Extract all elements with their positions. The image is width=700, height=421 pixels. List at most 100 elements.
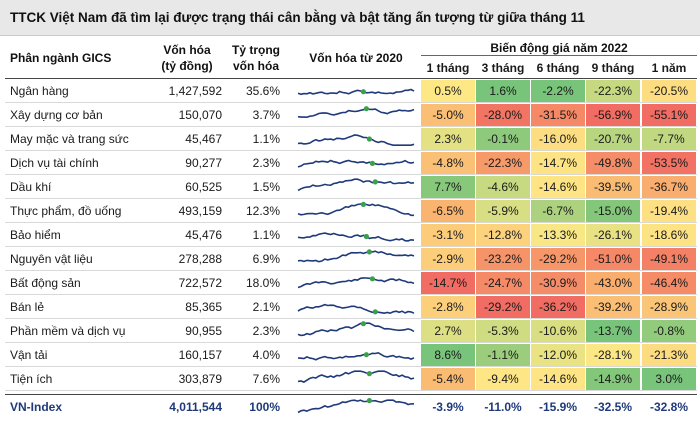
total-change: -32.5%	[593, 400, 633, 414]
price-change-cell: -24.7%	[476, 272, 530, 294]
price-change-cell: -22.3%	[586, 80, 640, 102]
price-change-cell: -14.6%	[531, 368, 585, 390]
sector-name: Thực phẩm, đồ uống	[10, 204, 122, 218]
price-change-cell: -14.6%	[531, 176, 585, 198]
sparkline-peak-marker	[369, 160, 375, 166]
price-change-cell: -13.7%	[586, 320, 640, 342]
sparkline-path	[297, 203, 414, 217]
market-cap: 90,277	[185, 156, 222, 170]
price-change-cell: -12.8%	[476, 224, 530, 246]
price-change-cell: -4.8%	[421, 152, 475, 174]
market-cap: 45,467	[185, 132, 222, 146]
row-divider	[5, 390, 697, 391]
total-sparkline	[296, 396, 416, 418]
header-period: 1 năm	[651, 61, 687, 75]
price-change-cell: -7.7%	[642, 128, 696, 150]
price-change-cell: 0.5%	[421, 80, 475, 102]
price-change-cell: 3.0%	[642, 368, 696, 390]
sparkline-svg	[297, 134, 415, 146]
sparkline-peak-marker	[363, 233, 369, 240]
sparkline-path	[297, 232, 415, 242]
table-row: Bảo hiểm 45,476 1.1% -3.1% -12.8% -13.3% -26.1…	[0, 223, 700, 247]
price-change-cell: -51.0%	[586, 248, 640, 270]
table-row: Tiện ích 303,879 7.6% -5.4% -9.4% -14.6% -14.9…	[0, 367, 700, 391]
sparkline	[296, 247, 416, 271]
cap-weight: 2.1%	[252, 300, 280, 314]
sparkline-svg	[297, 178, 415, 192]
row-divider	[5, 270, 697, 271]
market-cap: 160,157	[178, 348, 222, 362]
sparkline-peak-marker	[372, 179, 378, 185]
sparkline	[296, 79, 416, 103]
total-change: -3.9%	[432, 400, 464, 414]
price-change-cell: -14.7%	[421, 272, 475, 294]
header-period: 6 tháng	[536, 61, 580, 75]
price-change-cell: -1.1%	[476, 344, 530, 366]
header-weight-line2: vốn hóa	[232, 59, 279, 73]
sparkline-svg	[297, 159, 415, 168]
sparkline	[296, 295, 416, 319]
total-row: VN-Index 4,011,544 100% -3.9% -11.0% -15.9…	[0, 396, 700, 418]
sparkline	[296, 151, 416, 175]
sparkline-path	[297, 88, 415, 96]
header-weight-line1: Tỷ trọng	[232, 43, 280, 57]
price-change-cell: -19.4%	[642, 200, 696, 222]
price-change-cell: -49.1%	[642, 248, 696, 270]
header-cap-line2: (tỷ đồng)	[161, 59, 213, 73]
price-change-cell: -56.9%	[586, 104, 640, 126]
header-cap-line1: Vốn hóa	[163, 43, 211, 57]
sector-name: Phần mềm và dịch vụ	[10, 324, 126, 338]
cap-weight: 3.7%	[252, 108, 280, 122]
sector-name: Bán lẻ	[10, 300, 45, 314]
price-change-cell: -15.0%	[586, 200, 640, 222]
price-change-cell: -2.9%	[421, 248, 475, 270]
chart-title: TTCK Việt Nam đã tìm lại được trạng thái…	[0, 0, 700, 36]
market-cap: 45,476	[185, 228, 222, 242]
table-row: Nguyên vật liệu 278,288 6.9% -2.9% -23.2% -29…	[0, 247, 700, 271]
header-spark: Vốn hóa từ 2020	[309, 51, 403, 65]
sparkline-svg	[297, 106, 415, 119]
row-divider	[5, 246, 697, 247]
sparkline	[296, 199, 416, 223]
price-change-cell: -16.0%	[531, 128, 585, 150]
price-change-cell: -6.7%	[531, 200, 585, 222]
price-change-cell: -28.1%	[586, 344, 640, 366]
sector-name: Tiện ích	[10, 372, 53, 386]
sparkline-svg	[297, 249, 415, 263]
sparkline	[296, 271, 416, 295]
sparkline-svg	[297, 232, 415, 242]
price-change-cell: -0.1%	[476, 128, 530, 150]
price-change-cell: -31.5%	[531, 104, 585, 126]
sector-name: Vận tải	[10, 348, 48, 362]
table-row: Bán lẻ 85,365 2.1% -2.8% -29.2% -36.2% -39.2% -…	[0, 295, 700, 319]
price-change-cell: -18.6%	[642, 224, 696, 246]
row-divider	[5, 126, 697, 127]
price-change-cell: 2.3%	[421, 128, 475, 150]
price-change-cell: -53.5%	[642, 152, 696, 174]
price-change-cell: -30.9%	[531, 272, 585, 294]
sparkline-peak-marker	[372, 309, 378, 315]
market-cap: 722,572	[178, 276, 222, 290]
row-divider	[5, 198, 697, 199]
sector-name: Xây dựng cơ bản	[10, 108, 103, 122]
market-cap: 278,288	[178, 252, 222, 266]
market-cap: 85,365	[185, 300, 222, 314]
sparkline-path	[297, 370, 415, 383]
cap-weight: 1.1%	[252, 228, 280, 242]
price-change-cell: -12.0%	[531, 344, 585, 366]
price-change-cell: 8.6%	[421, 344, 475, 366]
sparkline-path	[297, 399, 415, 414]
price-change-cell: -5.4%	[421, 368, 475, 390]
price-change-cell: -23.2%	[476, 248, 530, 270]
sector-name: Ngân hàng	[10, 84, 69, 98]
table-row: Dầu khí 60,525 1.5% 7.7% -4.6% -14.6% -39.5% -3…	[0, 175, 700, 199]
price-change-cell: -49.8%	[586, 152, 640, 174]
price-change-cell: -39.5%	[586, 176, 640, 198]
table-row: Dịch vụ tài chính 90,277 2.3% -4.8% -22.3% -1…	[0, 151, 700, 175]
header-group: Biến động giá năm 2022	[490, 41, 628, 55]
table-row: Vận tải 160,157 4.0% 8.6% -1.1% -12.0% -28.1% -…	[0, 343, 700, 367]
total-change: -11.0%	[484, 400, 522, 414]
header-bottom-rule	[5, 78, 697, 79]
row-divider	[5, 318, 697, 319]
row-divider	[5, 342, 697, 343]
